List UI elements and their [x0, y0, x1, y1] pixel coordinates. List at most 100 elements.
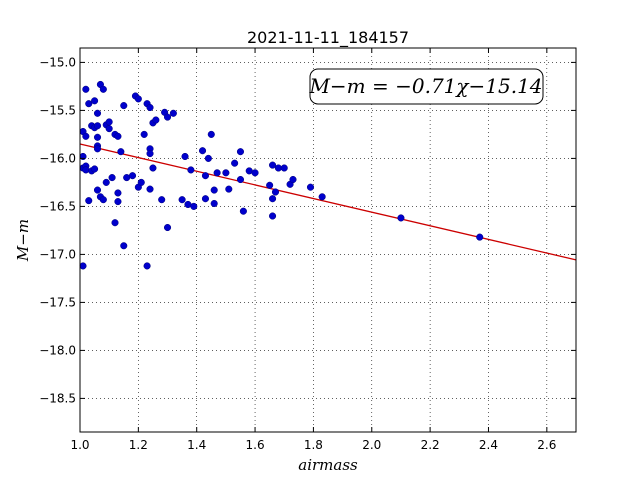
fit-line-group	[79, 143, 577, 261]
y-tick-label: −16.5	[39, 199, 76, 213]
data-point	[134, 95, 142, 103]
y-tick-label: −17.0	[39, 247, 76, 261]
data-point	[152, 116, 160, 124]
data-point	[210, 186, 218, 194]
y-tick-label: −18.0	[39, 343, 76, 357]
data-point	[82, 85, 90, 93]
data-point	[181, 152, 189, 161]
chart-title: 2021-11-11_184157	[247, 28, 409, 48]
data-point	[105, 125, 113, 133]
data-point	[289, 175, 297, 184]
x-tick-label: 1.8	[304, 438, 323, 452]
data-point	[114, 132, 122, 140]
data-points	[79, 80, 484, 270]
data-point	[120, 242, 128, 250]
data-point	[137, 178, 145, 186]
data-point	[99, 196, 107, 204]
data-point	[82, 132, 90, 140]
x-tick-label: 2.0	[362, 438, 381, 452]
data-point	[82, 166, 90, 174]
data-point	[91, 97, 99, 105]
data-point	[318, 193, 326, 201]
x-tick-label: 2.2	[421, 438, 440, 452]
data-point	[93, 186, 102, 194]
data-point	[93, 145, 102, 153]
data-point	[210, 199, 218, 208]
x-tick-label: 1.4	[187, 438, 206, 452]
plot-frame	[79, 47, 577, 433]
data-point	[114, 189, 122, 197]
data-point	[201, 195, 210, 203]
data-point	[476, 233, 484, 241]
data-point	[120, 102, 128, 110]
y-axis-label: M−m	[14, 219, 32, 262]
data-point	[79, 262, 87, 270]
x-tick-label: 2.4	[479, 438, 498, 452]
annotation-box	[309, 68, 544, 105]
data-point	[163, 223, 172, 232]
data-point	[187, 166, 195, 174]
data-point	[213, 169, 221, 177]
data-point	[222, 169, 230, 177]
x-tick-label: 1.2	[129, 438, 148, 452]
x-axis-label: airmass	[298, 456, 358, 474]
data-point	[85, 100, 93, 108]
data-point	[397, 214, 405, 222]
y-tick-label: −17.5	[39, 295, 76, 309]
data-point	[93, 122, 102, 130]
data-point	[108, 174, 116, 182]
data-point	[225, 185, 233, 193]
data-point	[111, 219, 119, 227]
data-point	[114, 198, 122, 206]
data-point	[269, 212, 277, 220]
data-point	[146, 185, 154, 193]
data-point	[178, 196, 186, 204]
data-point	[149, 164, 157, 172]
data-point	[105, 118, 113, 126]
data-point	[271, 188, 280, 196]
fit-line	[79, 143, 577, 261]
data-point	[231, 159, 239, 167]
data-point	[146, 150, 154, 158]
y-tick-label: −15.0	[39, 55, 76, 69]
data-point	[158, 196, 166, 204]
y-tick-label: −15.5	[39, 103, 76, 117]
axis-ticks: 1.0 1.2 1.4 1.6 1.8 2.0 2.2 2.4 2.6 −15.0 −15.5 −16…	[39, 48, 576, 452]
data-point	[266, 181, 274, 189]
data-point	[269, 195, 277, 203]
data-point	[204, 154, 212, 162]
data-point	[236, 148, 245, 156]
data-point	[146, 103, 154, 112]
data-point	[93, 133, 102, 141]
data-point	[85, 197, 93, 205]
data-point	[239, 207, 247, 215]
data-point	[91, 165, 99, 173]
data-point	[93, 109, 102, 117]
data-point	[99, 85, 107, 93]
y-tick-label: −18.5	[39, 391, 76, 405]
data-point	[198, 147, 207, 155]
fit-equation-box: M−m = −0.71χ−15.14	[308, 68, 544, 105]
grid-lines	[80, 48, 576, 432]
data-point	[102, 178, 110, 186]
x-tick-label: 1.6	[246, 438, 265, 452]
data-point	[306, 183, 315, 191]
data-point	[117, 148, 125, 156]
fit-equation: M−m = −0.71χ−15.14	[308, 74, 542, 98]
data-point	[169, 109, 177, 117]
data-point	[269, 161, 277, 169]
data-point	[190, 202, 198, 210]
data-point	[128, 172, 137, 180]
y-tick-label: −16.0	[39, 151, 76, 165]
x-tick-label: 2.6	[537, 438, 556, 452]
x-tick-label: 1.0	[70, 438, 89, 452]
data-point	[251, 169, 259, 177]
data-point	[143, 262, 151, 270]
data-point	[140, 130, 148, 138]
data-point	[163, 113, 172, 121]
data-point	[207, 130, 215, 138]
data-point	[201, 172, 210, 180]
data-point	[280, 164, 288, 172]
data-point	[236, 175, 245, 184]
